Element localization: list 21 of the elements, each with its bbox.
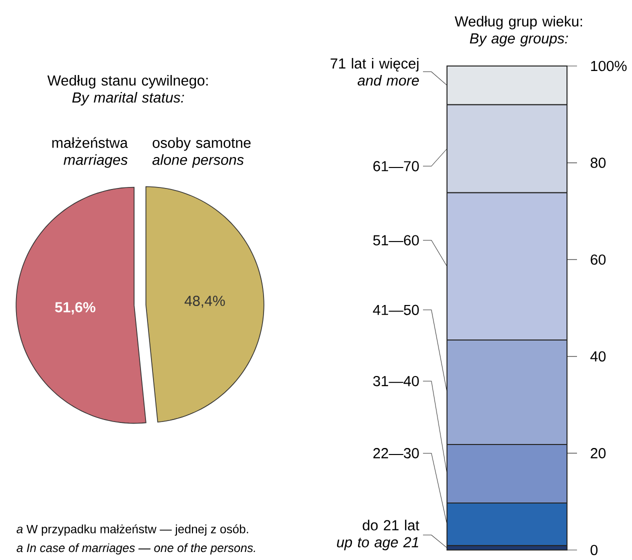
- series-label: 51—60: [373, 235, 419, 246]
- chart-title: Według stanu cywilnego: By marital status:: [47, 74, 208, 106]
- slice-label: osoby samotne alone persons: [152, 137, 251, 168]
- slice-label: małżeństwa marriages: [52, 137, 128, 168]
- legend-label: do 21 lat up to age 21: [336, 520, 420, 550]
- data-label: 48,4%: [184, 296, 225, 308]
- text: 31—40: [373, 376, 419, 386]
- y-tick-label: 60: [590, 254, 606, 265]
- text: 22—30: [373, 448, 419, 458]
- y-tick-label: 0: [590, 544, 598, 556]
- legend-label: 71 lat i więcej and more: [330, 58, 419, 86]
- data-label: 51,6%: [55, 302, 96, 314]
- text: a In case of marriages — one of the persons.: [16, 543, 256, 554]
- text: 41—50: [372, 304, 419, 316]
- text: a W przypadku małżeństw — jednej z osób.: [16, 524, 248, 536]
- legend-label: 61—70: [373, 161, 419, 172]
- y-tick-label: 20: [590, 448, 606, 458]
- y-tick-label: 40: [590, 351, 606, 362]
- y-tick-label: 100%: [591, 60, 627, 72]
- y-tick-label: 80: [590, 158, 606, 168]
- chart-title: Według grup wieku: By age groups:: [454, 16, 582, 46]
